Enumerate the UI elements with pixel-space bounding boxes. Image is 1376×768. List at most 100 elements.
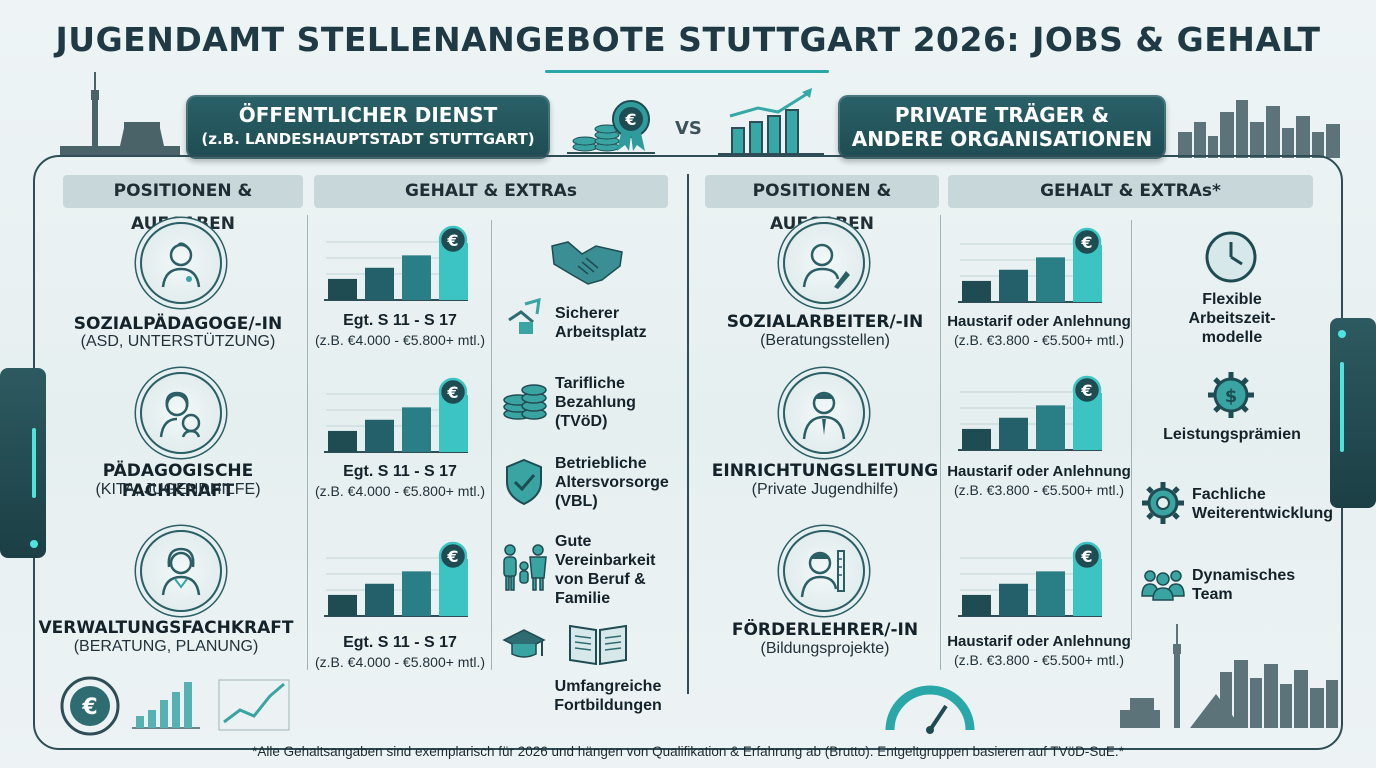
public-role-subtitle-1: (ASD, UNTERSTÜTZUNG) (80, 333, 276, 350)
private-positions-header: POSITIONEN & AUFGABEN (705, 175, 939, 234)
private-salary-chart-1: € (958, 227, 1102, 303)
chart-bar (1036, 257, 1065, 302)
svg-text:€: € (81, 695, 97, 720)
private-salary-subtitle-3: (z.B. €3.800 - €5.500+ mtl.) (953, 652, 1125, 668)
graduation-cap-icon (502, 629, 546, 658)
chart-bar (999, 583, 1028, 616)
public-salary-subtitle-1: (z.B. €4.000 - €5.800+ mtl.) (314, 332, 486, 348)
euro-badge-symbol: € (1080, 233, 1092, 252)
public-role-subtitle-2: (KITA, JUGENDHILFE) (95, 481, 261, 498)
public-benefit-3: Betriebliche Altersvorsorge (VBL) (555, 455, 669, 510)
chart-bar (328, 430, 357, 452)
public-role-title-3: VERWALTUNGSFACHKRAFT (38, 618, 294, 638)
private-role-title-2: EINRICHTUNGSLEITUNG (711, 461, 939, 481)
public-salary-chart-3: € (324, 541, 468, 617)
private-salary-title-1: Haustarif oder Anlehnung (947, 313, 1131, 330)
euro-badge-icon (1072, 227, 1102, 257)
educator-child-icon (140, 372, 222, 454)
private-benefit-4: Dynamisches Team (1192, 567, 1296, 603)
private-role-subtitle-3: (Bildungsprojekte) (760, 640, 890, 657)
teacher-icon (783, 530, 865, 612)
secure-job-icon (508, 297, 541, 334)
private-role-title-1: SOZIALARBEITER/-IN (726, 312, 924, 332)
svg-text:€: € (624, 110, 636, 129)
column-separator (491, 220, 492, 670)
chart-bar (999, 417, 1028, 450)
coins-medal-icon: € (567, 100, 655, 154)
manager-icon (783, 372, 865, 454)
private-banner-title: PRIVATE TRÄGER & (894, 103, 1110, 127)
public-salary-title-2: Egt. S 11 - S 17 (343, 463, 457, 480)
shield-check-icon (506, 458, 542, 506)
bar-graph-decor-icon (132, 682, 200, 729)
euro-badge-symbol: € (446, 231, 458, 250)
left-glow-panel (0, 368, 46, 558)
private-salary-subtitle-2: (z.B. €3.800 - €5.500+ mtl.) (953, 482, 1125, 498)
private-sector-banner: PRIVATE TRÄGER & ANDERE ORGANISATIONEN (838, 95, 1166, 159)
public-salary-subtitle-2: (z.B. €4.000 - €5.800+ mtl.) (314, 483, 486, 499)
admin-woman-icon (140, 530, 222, 612)
private-salary-title-3: Haustarif oder Anlehnung (947, 633, 1131, 650)
chart-bar (402, 571, 431, 616)
title-underline (545, 70, 829, 73)
private-salary-chart-2: € (958, 375, 1102, 451)
private-salary-subtitle-1: (z.B. €3.800 - €5.500+ mtl.) (953, 332, 1125, 348)
euro-badge-symbol: € (446, 547, 458, 566)
euro-badge-icon (438, 541, 468, 571)
euro-badge-icon (438, 377, 468, 407)
public-benefit-1: Sicherer Arbeitsplatz (555, 305, 647, 341)
public-role-subtitle-3: (BERATUNG, PLANUNG) (73, 638, 259, 655)
social-worker-pen-icon (783, 222, 865, 304)
chart-bar (402, 255, 431, 300)
column-separator (1131, 220, 1132, 640)
chart-bar (328, 594, 357, 616)
book-icon (569, 624, 627, 666)
chart-bar (962, 594, 991, 616)
column-separator (307, 215, 308, 670)
public-role-title-1: SOZIALPÄDAGOGE/-IN (73, 314, 283, 334)
page-title: JUGENDAMT STELLENANGEBOTE STUTTGART 2026… (55, 20, 1321, 59)
team-icon (1141, 570, 1185, 601)
euro-badge-icon (438, 225, 468, 255)
euro-coin-icon: € (60, 676, 120, 736)
chart-bar (999, 269, 1028, 302)
footnote: *Alle Gehaltsangaben sind exemplarisch f… (252, 744, 1124, 759)
public-sector-banner: ÖFFENTLICHER DIENST (z.B. LANDESHAUPTSTA… (186, 95, 550, 159)
chart-bar (365, 419, 394, 452)
family-icon (503, 544, 547, 591)
euro-badge-icon (1072, 375, 1102, 405)
public-banner-title: ÖFFENTLICHER DIENST (238, 103, 498, 127)
tv-tower-skyline-left-icon (60, 72, 180, 156)
chart-bar (402, 407, 431, 452)
private-salary-title-2: Haustarif oder Anlehnung (947, 463, 1131, 480)
public-salary-title-3: Egt. S 11 - S 17 (343, 634, 457, 651)
speedometer-icon (885, 685, 975, 734)
euro-badge-symbol: € (1080, 381, 1092, 400)
euro-badge-symbol: € (446, 383, 458, 402)
private-benefit-3: Fachliche Weiterentwicklung (1192, 486, 1334, 522)
euro-badge-icon (1072, 541, 1102, 571)
private-benefit-2: Leistungsprämien (1163, 426, 1301, 443)
social-worker-icon (140, 222, 222, 304)
public-benefit-4: Gute Vereinbarkeit von Beruf & Familie (555, 533, 656, 607)
stuttgart-skyline-icon (1120, 624, 1338, 728)
private-role-subtitle-1: (Beratungsstellen) (760, 332, 890, 349)
public-salary-chart-2: € (324, 377, 468, 453)
gear-icon (1142, 482, 1184, 524)
rising-bars-arrow-icon (718, 88, 824, 155)
versus-label: VS (675, 118, 702, 139)
public-salary-title-1: Egt. S 11 - S 17 (343, 312, 457, 329)
chart-bar (365, 583, 394, 616)
private-salary-header: GEHALT & EXTRAs* (948, 175, 1313, 208)
public-salary-header: GEHALT & EXTRAs (314, 175, 668, 208)
chart-bar (365, 267, 394, 300)
svg-text:$: $ (1225, 386, 1238, 407)
chart-bar (1036, 571, 1065, 616)
public-role-title-2: PÄDAGOGISCHE FACHKRAFT (102, 461, 254, 501)
column-separator (940, 215, 941, 670)
private-role-subtitle-2: (Private Jugendhilfe) (751, 481, 899, 498)
line-graph-decor-icon (218, 679, 290, 731)
chart-bar (328, 278, 357, 300)
private-banner-subtitle: ANDERE ORGANISATIONEN (851, 127, 1153, 151)
public-benefit-5: Umfangreiche Fortbildungen (554, 678, 662, 714)
